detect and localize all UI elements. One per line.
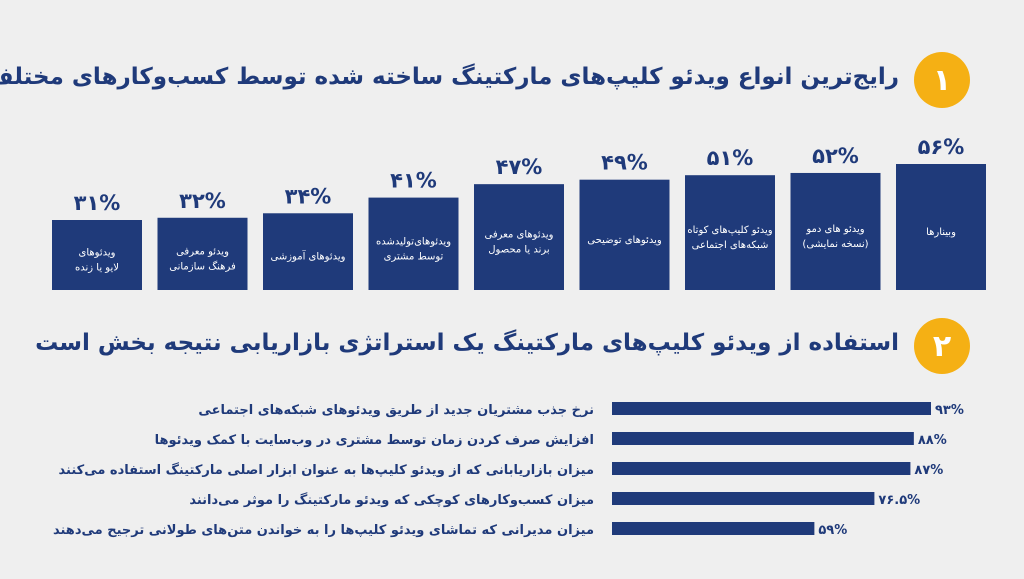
- bar: [474, 184, 564, 290]
- bar: [896, 164, 986, 290]
- bar: [263, 213, 353, 290]
- bar-category-label: شبکه‌های اجتماعی: [692, 240, 769, 251]
- bar: [790, 172, 881, 290]
- bar-category-label: ویدئوهای توضیحی: [587, 235, 662, 246]
- bar-category-label: ویدئوهای: [79, 248, 116, 259]
- bar-category-label: فرهنگ سازمانی: [169, 260, 236, 272]
- bar-group: ۵۶% وبینارها: [896, 135, 986, 290]
- bar: [52, 220, 142, 290]
- hbar-value-label: ۹۳%: [935, 403, 964, 418]
- bar-group: ۳۴% ویدئوهای آموزشی: [263, 184, 353, 290]
- section-2-number-badge: ۲: [914, 318, 970, 374]
- hbar-row: ۹۳% نرخ جذب مشتریان جدید از طریق ویدئوهای…: [198, 402, 964, 418]
- bar: [579, 179, 670, 290]
- hbar-value-label: ۸۸%: [918, 433, 947, 448]
- hbar-category-label: میزان کسب‌وکارهای کوچکی که ویدئو مارکتین…: [189, 492, 594, 508]
- bar-category-label: لایو یا زنده: [75, 263, 119, 274]
- bar-category-label: ویدئو کلیپ‌های کوتاه: [687, 225, 772, 236]
- bar-value-label: ۵۶%: [918, 135, 965, 159]
- bar-category-label: ویدئوهای معرفی: [485, 230, 554, 241]
- bar-category-label: ویدئو های دمو: [805, 224, 864, 235]
- hbar-value-label: ۵۹%: [818, 523, 847, 538]
- hbar: [612, 432, 914, 445]
- bar-category-label: ویدئو معرفی: [176, 246, 229, 257]
- bar-group: ۵۲% ویدئو های دمو (نسخه نمایشی): [790, 144, 881, 290]
- bar-category-label: ویدئوهای آموزشی: [271, 250, 346, 263]
- section-2-title: استفاده از ویدئو کلیپ‌های مارکتینگ یک اس…: [35, 330, 899, 356]
- hbar: [612, 522, 815, 535]
- bar-category-label: توسط مشتری: [384, 251, 444, 262]
- hbar-category-label: نرخ جذب مشتریان جدید از طریق ویدئوهای شب…: [198, 403, 594, 418]
- bar-category-label: وبینارها: [926, 227, 956, 238]
- hbar-row: ۷۶.۵% میزان کسب‌وکارهای کوچکی که ویدئو ما…: [189, 492, 920, 508]
- bar-group: ۵۱% ویدئو کلیپ‌های کوتاه شبکه‌های اجتماعی: [685, 146, 775, 290]
- bar-value-label: ۴۱%: [390, 169, 437, 193]
- bar: [368, 197, 459, 290]
- bar-group: ۳۱% ویدئوهای لایو یا زنده: [52, 191, 142, 290]
- bar-value-label: ۵۲%: [812, 144, 859, 168]
- bar: [685, 175, 775, 290]
- bar-value-label: ۳۴%: [285, 184, 332, 208]
- hbar: [612, 492, 875, 505]
- bar-value-label: ۵۱%: [707, 146, 754, 170]
- section-2-header: ۲ استفاده از ویدئو کلیپ‌های مارکتینگ یک …: [0, 316, 1024, 376]
- bar-value-label: ۴۷%: [496, 155, 543, 179]
- bar-category-label: (نسخه نمایشی): [802, 239, 868, 250]
- hbar-category-label: میزان بازاریابانی که از ویدئو کلیپ‌ها به…: [59, 462, 594, 478]
- bar-group: ۴۱% ویدئوهای‌تولیدشده توسط مشتری: [368, 169, 459, 290]
- hbar-category-label: میزان مدیرانی که تماشای ویدئو کلیپ‌ها را…: [53, 523, 594, 538]
- section-1-header: ۱ رایج‌ترین انواع ویدئو کلیپ‌های مارکتین…: [0, 50, 1024, 110]
- hbar-value-label: ۷۶.۵%: [878, 493, 920, 508]
- bar-group: ۴۷% ویدئوهای معرفی برند یا محصول: [474, 155, 564, 290]
- bar-group: ۴۹% ویدئوهای توضیحی: [579, 151, 670, 290]
- hbar-value-label: ۸۷%: [914, 463, 943, 478]
- hbar-row: ۸۸% افزایش صرف کردن زمان توسط مشتری در وب…: [155, 432, 947, 448]
- bar: [157, 217, 248, 290]
- section-1-number-badge: ۱: [914, 52, 970, 108]
- hbar-row: ۵۹% میزان مدیرانی که تماشای ویدئو کلیپ‌ها…: [53, 522, 847, 538]
- section-1-title: رایج‌ترین انواع ویدئو کلیپ‌های مارکتینگ …: [0, 64, 899, 90]
- bar-value-label: ۳۲%: [179, 189, 226, 213]
- hbar: [612, 462, 911, 475]
- bar-category-label: برند یا محصول: [488, 245, 549, 256]
- bar-value-label: ۴۹%: [601, 151, 648, 175]
- bar-category-label: ویدئوهای‌تولیدشده: [376, 236, 451, 247]
- hbar: [612, 402, 931, 415]
- hbar-category-label: افزایش صرف کردن زمان توسط مشتری در وب‌سا…: [155, 433, 594, 448]
- bar-value-label: ۳۱%: [74, 191, 121, 215]
- hbar-row: ۸۷% میزان بازاریابانی که از ویدئو کلیپ‌ها…: [59, 462, 943, 478]
- bar-group: ۳۲% ویدئو معرفی فرهنگ سازمانی: [157, 189, 248, 290]
